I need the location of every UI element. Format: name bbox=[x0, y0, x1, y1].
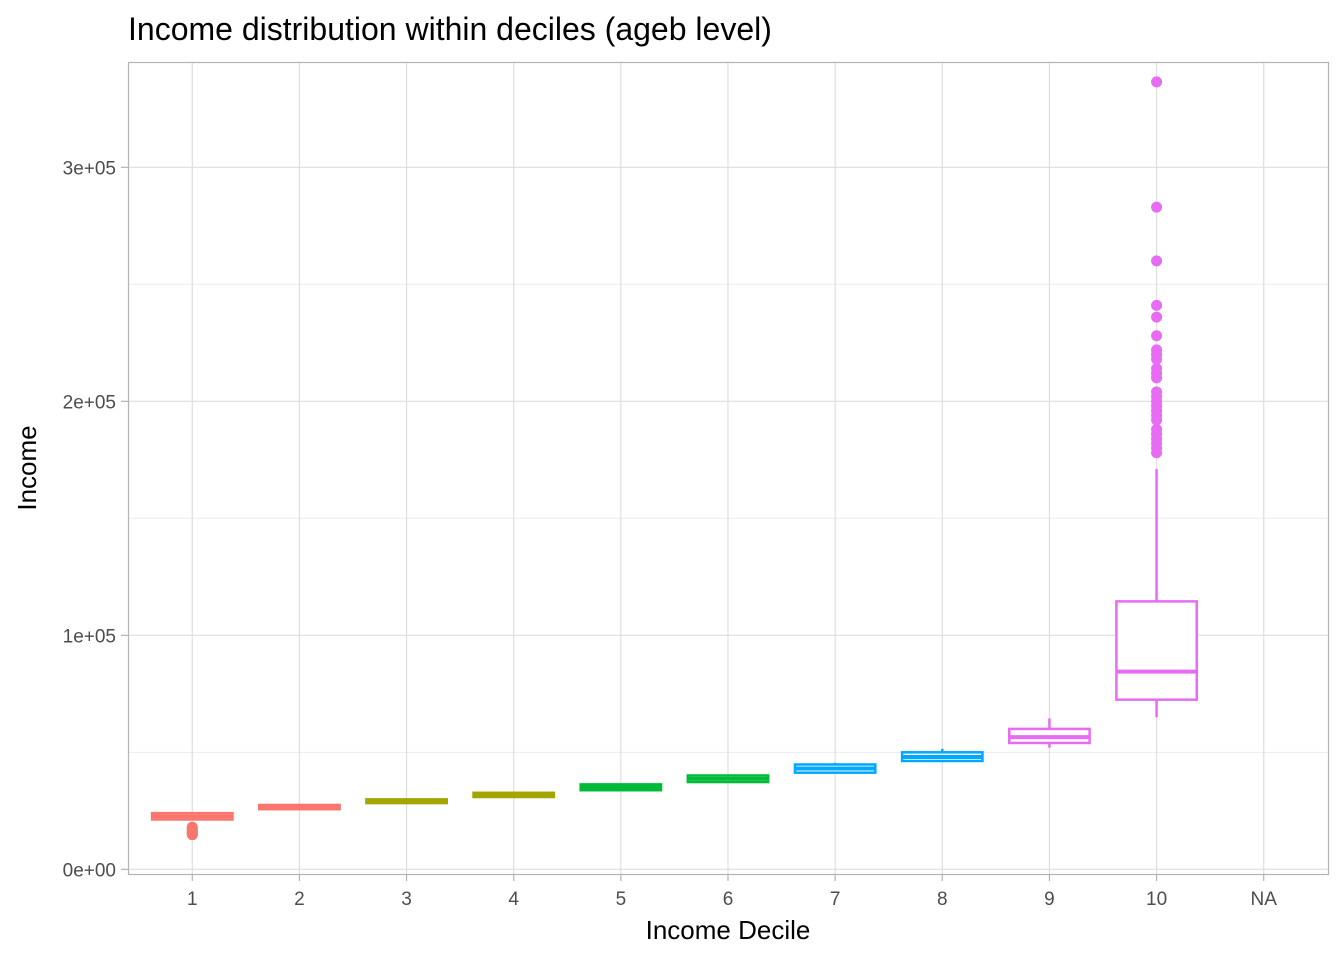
box-decile-10 bbox=[1115, 76, 1198, 718]
x-tick-label: 6 bbox=[723, 889, 734, 910]
x-axis-title: Income Decile bbox=[646, 915, 811, 945]
outlier-point bbox=[1151, 344, 1163, 356]
x-tick-label: 10 bbox=[1146, 889, 1167, 910]
outlier-point bbox=[1151, 255, 1163, 267]
x-tick-label: 9 bbox=[1044, 889, 1055, 910]
box-decile-3 bbox=[365, 798, 448, 805]
box-decile-1 bbox=[150, 811, 234, 841]
chart-title: Income distribution within deciles (ageb… bbox=[128, 11, 772, 47]
y-tick-label: 3e+05 bbox=[63, 158, 116, 179]
outlier-point bbox=[1151, 311, 1163, 323]
x-tick-label: 5 bbox=[616, 889, 627, 910]
outlier-point bbox=[186, 821, 198, 833]
outlier-point bbox=[1151, 76, 1163, 88]
outlier-point bbox=[1151, 330, 1163, 342]
x-tick-label: 3 bbox=[401, 889, 412, 910]
box-decile-9 bbox=[1008, 718, 1091, 748]
grid bbox=[128, 62, 1328, 874]
y-tick-label: 0e+00 bbox=[63, 860, 116, 881]
x-axis: 1 2 3 4 5 6 7 8 9 10 NA bbox=[187, 874, 1277, 910]
box-decile-5 bbox=[579, 783, 663, 792]
outlier-point bbox=[1151, 386, 1163, 398]
box-decile-6 bbox=[686, 774, 770, 784]
x-tick-label: 8 bbox=[937, 889, 948, 910]
outlier-point bbox=[1151, 299, 1163, 311]
x-tick-label: 7 bbox=[830, 889, 841, 910]
outlier-point bbox=[1151, 423, 1163, 435]
x-tick-label: 2 bbox=[294, 889, 305, 910]
x-tick-label: 4 bbox=[508, 889, 519, 910]
box-decile-4 bbox=[472, 791, 556, 799]
box-decile-8 bbox=[900, 748, 984, 763]
y-tick-label: 2e+05 bbox=[63, 392, 116, 413]
outlier-point bbox=[1151, 363, 1163, 375]
y-tick-label: 1e+05 bbox=[63, 626, 116, 647]
y-axis: 0e+00 1e+05 2e+05 3e+05 bbox=[63, 158, 128, 881]
box-decile-2 bbox=[258, 803, 341, 811]
y-axis-title: Income bbox=[12, 425, 42, 510]
x-tick-label: NA bbox=[1251, 889, 1278, 910]
boxes bbox=[150, 76, 1198, 841]
box-decile-7 bbox=[793, 762, 877, 774]
box-iqr bbox=[1115, 600, 1198, 701]
x-tick-label: 1 bbox=[187, 889, 198, 910]
outlier-point bbox=[1151, 201, 1163, 213]
